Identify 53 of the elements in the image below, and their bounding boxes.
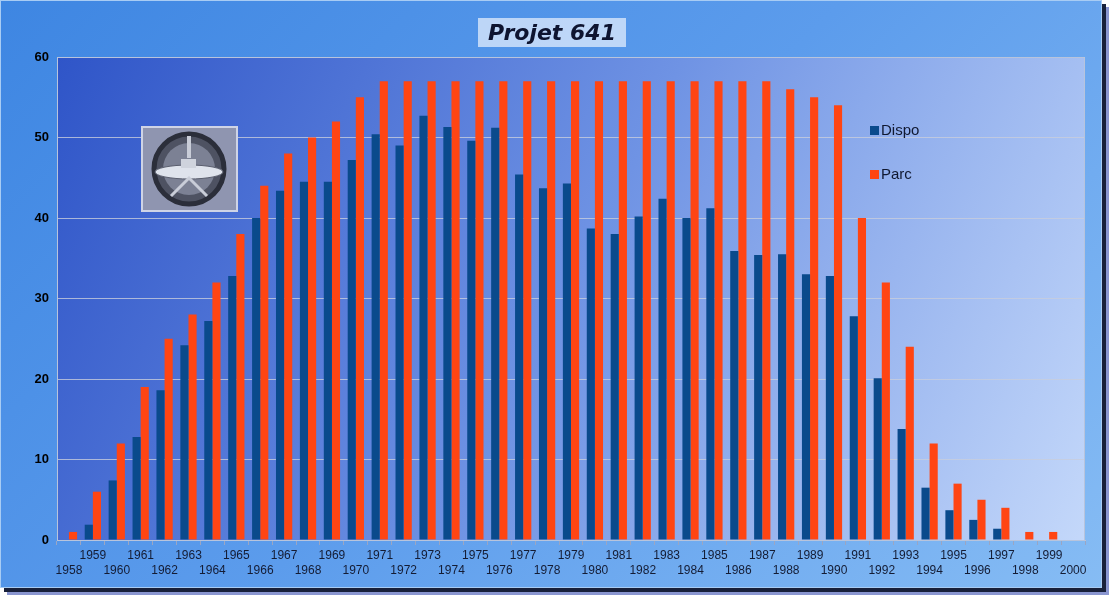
x-tick-label: 1998: [1011, 563, 1039, 578]
x-tick-label: 1972: [390, 563, 418, 578]
x-tick-label: 1976: [485, 563, 513, 578]
x-tick-label: 1991: [844, 548, 872, 563]
x-tick-label: 1999: [1035, 548, 1063, 563]
y-tick-label: 50: [34, 129, 49, 145]
y-tick-label: 10: [34, 451, 49, 467]
x-tick-label: 1966: [246, 563, 274, 578]
x-tick-label: 1977: [509, 548, 537, 563]
x-tick-label: 1984: [677, 563, 705, 578]
x-tick-label: 1971: [366, 548, 394, 563]
x-tick-label: 1993: [892, 548, 920, 563]
legend-label: Parc: [881, 165, 913, 183]
y-tick-label: 60: [34, 48, 49, 64]
x-tick-label: 1987: [748, 548, 776, 563]
x-tick-label: 1960: [103, 563, 131, 578]
x-tick-label: 1997: [987, 548, 1015, 563]
x-tick-label: 1970: [342, 563, 370, 578]
y-tick-label: 30: [34, 290, 49, 306]
y-tick-label: 40: [34, 209, 49, 225]
y-tick-label: 20: [34, 370, 49, 386]
x-tick-label: 1975: [462, 548, 490, 563]
x-tick-label: 1990: [820, 563, 848, 578]
x-tick-label: 1982: [629, 563, 657, 578]
x-tick-label: 1992: [868, 563, 896, 578]
x-tick-label: 1961: [127, 548, 155, 563]
x-tick-label: 1988: [772, 563, 800, 578]
x-tick-label: 1981: [605, 548, 633, 563]
x-tick-label: 1989: [796, 548, 824, 563]
x-tick-label: 1963: [175, 548, 203, 563]
x-tick-label: 1995: [940, 548, 968, 563]
x-tick-label: 1958: [55, 563, 83, 578]
x-tick-label: 1964: [199, 563, 227, 578]
x-tick-label: 1985: [701, 548, 729, 563]
chart-title: Projet 641: [478, 18, 626, 47]
x-tick-label: 1978: [533, 563, 561, 578]
x-tick-label: 1996: [964, 563, 992, 578]
x-tick-label: 1980: [581, 563, 609, 578]
x-tick-label: 1974: [438, 563, 466, 578]
legend-label: Dispo: [881, 121, 920, 139]
x-tick-label: 1983: [653, 548, 681, 563]
x-tick-label: 1994: [916, 563, 944, 578]
x-tick-label: 1967: [270, 548, 298, 563]
x-tick-label: 1959: [79, 548, 107, 563]
x-tick-label: 1986: [725, 563, 753, 578]
x-tick-label: 1979: [557, 548, 585, 563]
y-tick-label: 0: [41, 531, 49, 547]
x-tick-label: 1962: [151, 563, 179, 578]
x-tick-label: 1968: [294, 563, 322, 578]
x-tick-label: 1965: [222, 548, 250, 563]
x-tick-label: 2000: [1059, 563, 1087, 578]
x-tick-label: 1969: [318, 548, 346, 563]
x-tick-label: 1973: [414, 548, 442, 563]
